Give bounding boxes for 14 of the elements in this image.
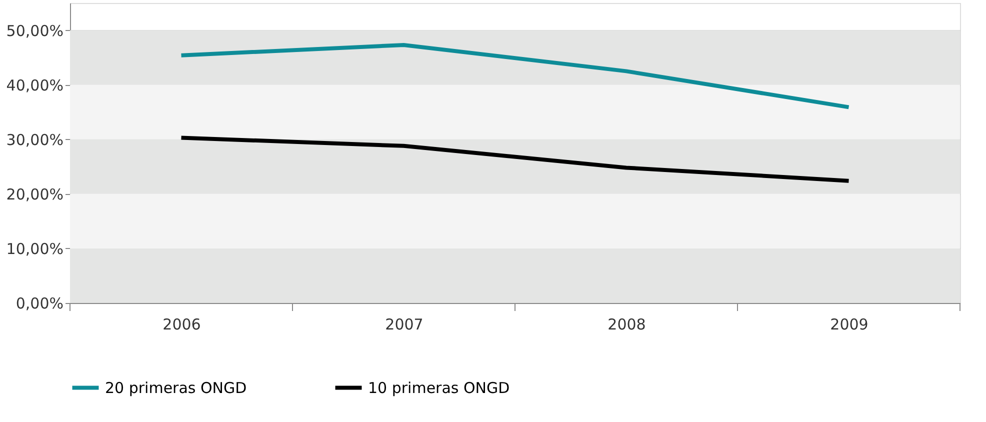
x-tick-label: 2009 bbox=[830, 316, 868, 334]
legend-label: 10 primeras ONGD bbox=[368, 378, 510, 397]
line-series bbox=[179, 43, 851, 110]
y-tick-label: 0,00% bbox=[16, 294, 64, 312]
y-tick-label: 20,00% bbox=[6, 185, 64, 204]
y-tick-label: 10,00% bbox=[6, 240, 64, 258]
legend-label: 20 primeras ONGD bbox=[105, 378, 247, 397]
y-tick-label: 40,00% bbox=[6, 76, 64, 94]
x-tick-label: 2007 bbox=[385, 316, 424, 334]
line-series bbox=[179, 136, 851, 183]
y-tick-label: 50,00% bbox=[6, 22, 64, 40]
x-tick-label: 2008 bbox=[608, 316, 646, 334]
y-tick-label: 30,00% bbox=[6, 130, 64, 149]
x-tick-label: 2006 bbox=[162, 316, 201, 334]
